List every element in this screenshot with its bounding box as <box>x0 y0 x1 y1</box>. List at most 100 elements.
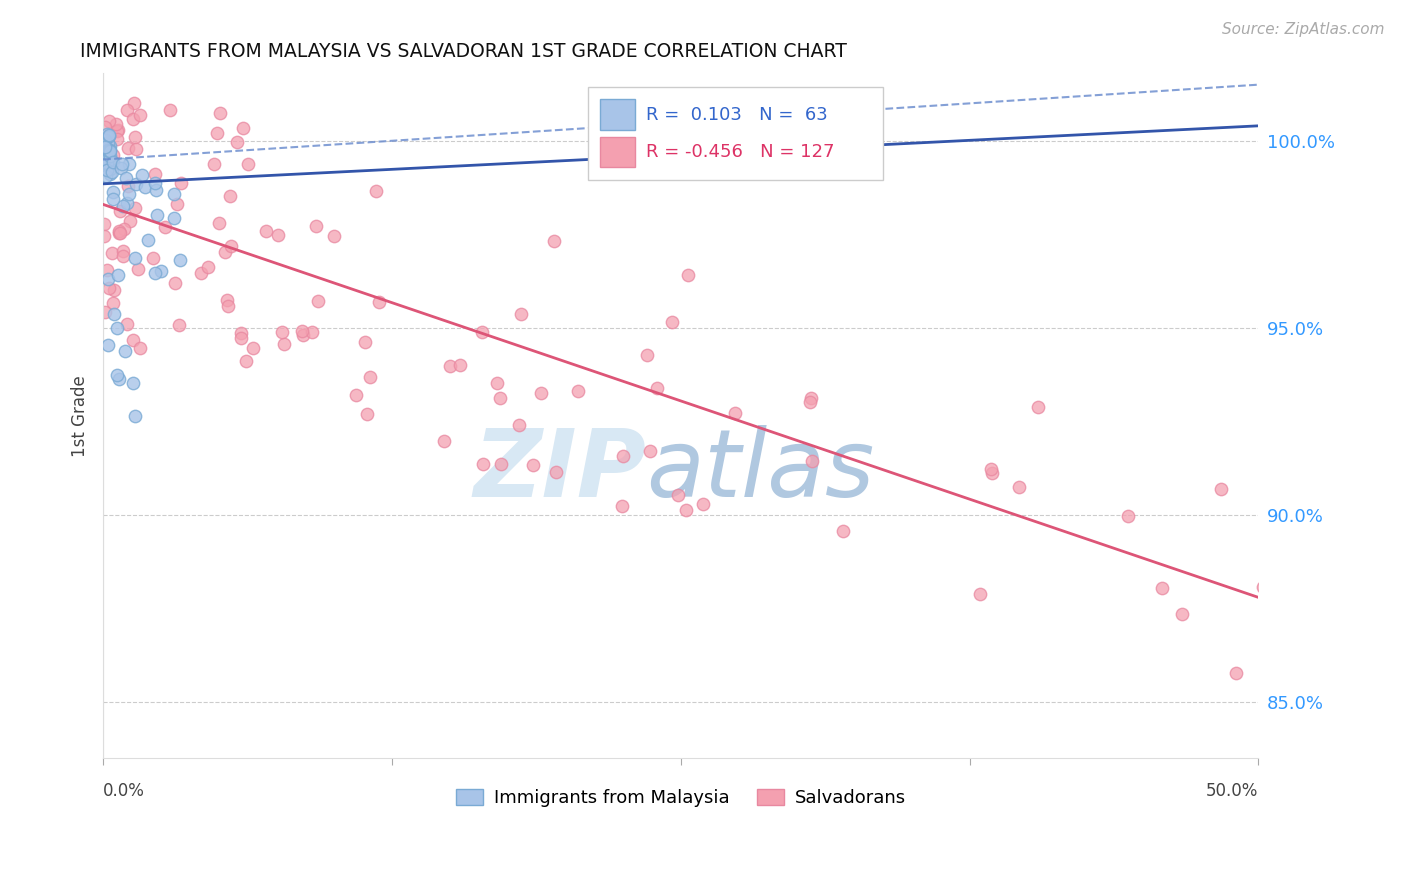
Point <box>169 253 191 268</box>
Point <box>153 220 176 235</box>
Point <box>231 331 253 345</box>
Point <box>91 153 114 167</box>
Point <box>143 168 166 182</box>
Point <box>101 296 124 310</box>
Point <box>799 395 821 409</box>
Point <box>980 467 1002 481</box>
Point <box>93 140 115 154</box>
Point <box>103 283 125 297</box>
Point <box>112 199 135 213</box>
Point <box>97 148 120 162</box>
Text: R =  0.103   N =  63: R = 0.103 N = 63 <box>647 105 828 123</box>
Point <box>567 384 589 399</box>
Point <box>98 146 121 161</box>
Point <box>101 245 124 260</box>
Point <box>94 120 117 135</box>
Point <box>676 268 699 282</box>
Point <box>166 197 188 211</box>
Point <box>661 316 683 330</box>
Point <box>108 224 131 238</box>
Point <box>488 391 510 405</box>
Point <box>471 325 494 339</box>
Point <box>124 251 146 265</box>
Point <box>291 324 314 338</box>
Point <box>489 457 512 471</box>
Point <box>692 497 714 511</box>
Point <box>214 245 236 260</box>
Text: R = -0.456   N = 127: R = -0.456 N = 127 <box>647 144 835 161</box>
Point <box>97 130 120 145</box>
Point <box>544 465 567 479</box>
Point <box>125 178 148 192</box>
Point <box>145 184 167 198</box>
Text: atlas: atlas <box>647 425 875 516</box>
Point <box>97 144 120 158</box>
Point <box>433 434 456 448</box>
Point <box>94 169 117 183</box>
FancyBboxPatch shape <box>588 87 883 179</box>
Point <box>131 168 153 182</box>
Point <box>163 276 186 290</box>
Point <box>202 157 225 171</box>
Point <box>107 124 129 138</box>
Point <box>232 120 254 135</box>
Point <box>242 342 264 356</box>
FancyBboxPatch shape <box>600 137 634 168</box>
Point <box>801 454 824 468</box>
Point <box>104 117 127 131</box>
Point <box>136 233 159 247</box>
Point <box>93 152 115 166</box>
Point <box>291 328 314 343</box>
Point <box>96 162 118 177</box>
Point <box>170 176 193 190</box>
Text: ZIP: ZIP <box>474 425 647 516</box>
Point <box>307 293 329 308</box>
Point <box>1289 694 1312 708</box>
Point <box>218 189 240 203</box>
Point <box>107 268 129 282</box>
Point <box>97 338 120 352</box>
Point <box>124 130 146 145</box>
Point <box>105 368 128 383</box>
Point <box>120 214 142 228</box>
Point <box>93 136 115 151</box>
Point <box>208 215 231 229</box>
Point <box>112 221 135 235</box>
Point <box>1284 624 1306 638</box>
Point <box>980 462 1002 476</box>
Point <box>97 113 120 128</box>
Point <box>150 264 173 278</box>
Point <box>267 227 290 242</box>
Point <box>800 391 823 405</box>
Point <box>94 155 117 169</box>
Point <box>105 320 128 334</box>
Point <box>134 179 156 194</box>
Point <box>98 128 121 143</box>
Point <box>675 502 697 516</box>
Point <box>93 218 115 232</box>
Point <box>94 133 117 147</box>
Point <box>108 204 131 219</box>
Point <box>509 308 531 322</box>
Point <box>226 135 249 149</box>
Point <box>98 138 121 153</box>
Point <box>1008 480 1031 494</box>
Point <box>359 370 381 384</box>
Point <box>169 318 191 333</box>
Point <box>101 185 124 199</box>
Point <box>127 262 149 277</box>
Y-axis label: 1st Grade: 1st Grade <box>72 375 89 457</box>
Point <box>118 157 141 171</box>
Point <box>205 126 228 140</box>
Point <box>96 127 118 141</box>
Point <box>1274 690 1296 704</box>
Point <box>117 141 139 155</box>
Point <box>322 228 344 243</box>
Point <box>105 132 128 146</box>
Point <box>101 164 124 178</box>
Point <box>101 155 124 169</box>
Point <box>108 226 131 240</box>
Point <box>114 170 136 185</box>
Point <box>638 444 661 458</box>
Point <box>610 499 633 513</box>
